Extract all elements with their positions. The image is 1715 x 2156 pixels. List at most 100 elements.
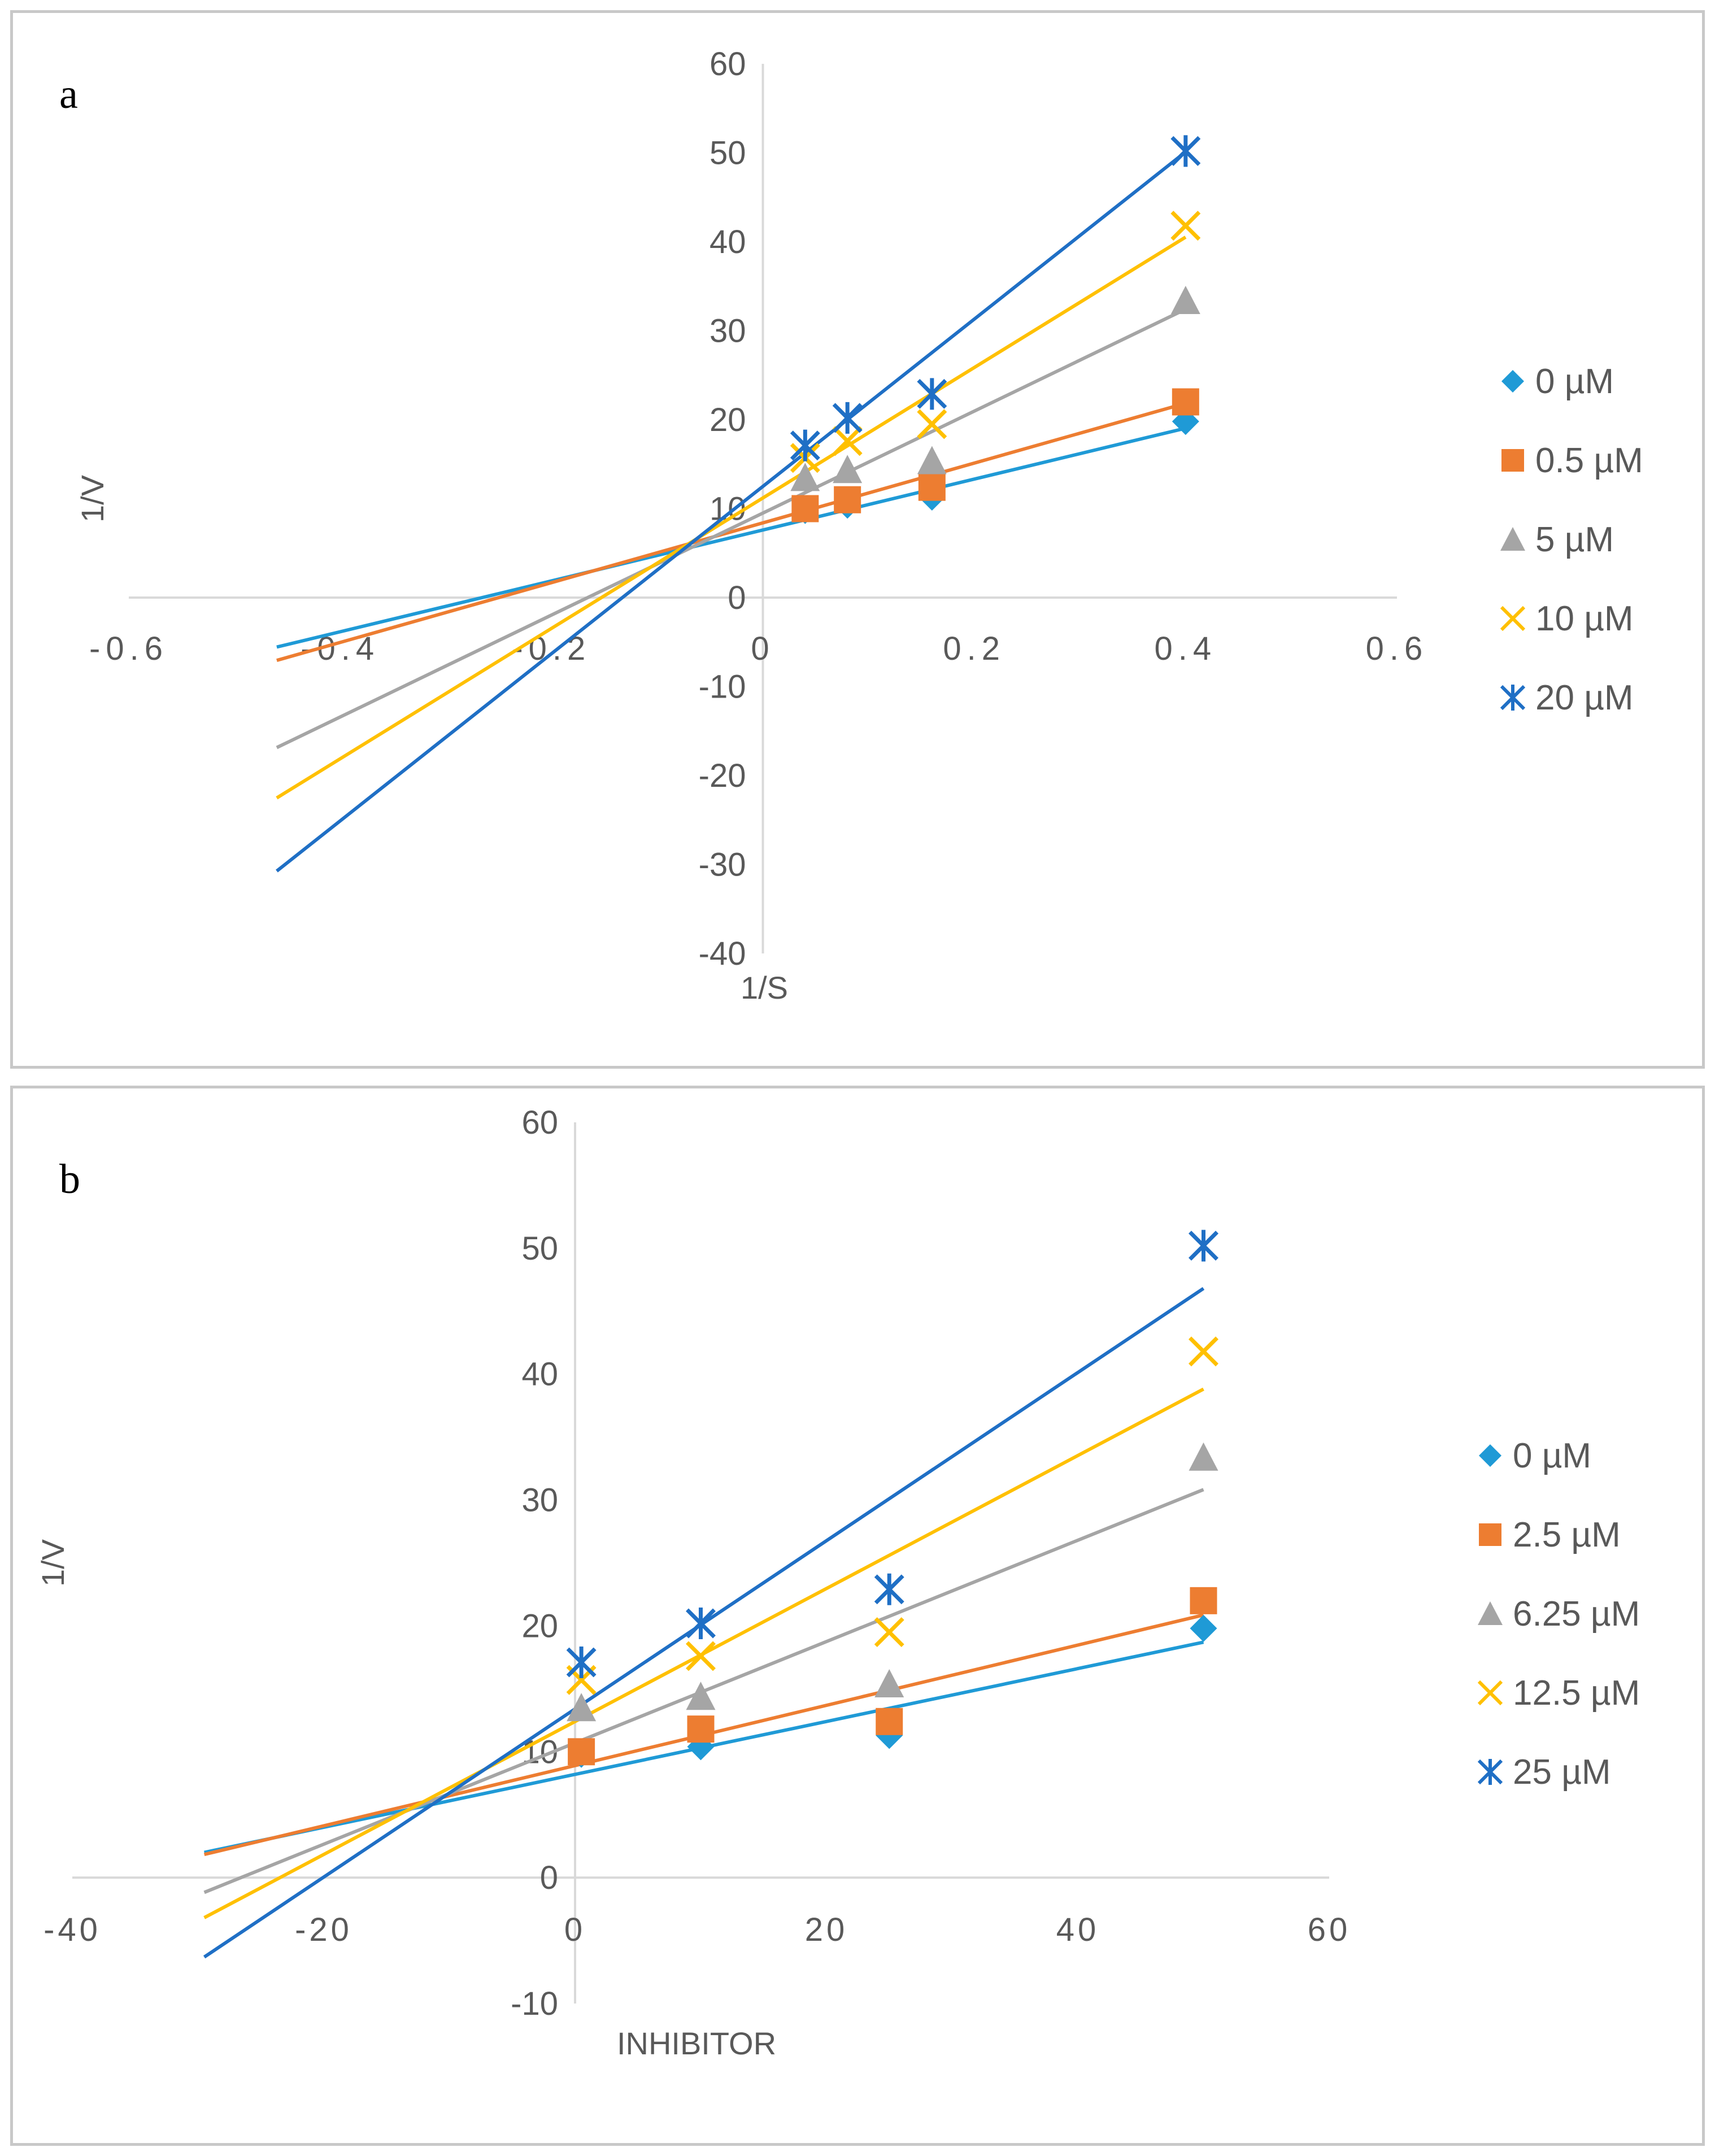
- legend-label: 25 µM: [1513, 1753, 1611, 1792]
- data-point: [874, 1573, 904, 1605]
- series-3-points: [567, 1442, 1218, 1722]
- data-point: [917, 446, 947, 474]
- legend-marker: [1501, 449, 1524, 472]
- x-tick-label: 20: [805, 1911, 848, 1948]
- data-point: [876, 1708, 903, 1735]
- trendline-series-5: [276, 150, 1187, 873]
- legend-marker: [1478, 1601, 1503, 1625]
- data-point: [686, 1607, 716, 1639]
- data-point: [1170, 211, 1201, 241]
- x-tick-label: 40: [1056, 1911, 1100, 1948]
- x-tick-label: -0.2: [512, 630, 591, 667]
- y-tick-label: 20: [709, 402, 746, 438]
- y-tick-label: 30: [521, 1482, 558, 1519]
- y-tick-label: 10: [709, 491, 746, 528]
- series-2-points: [568, 1587, 1217, 1766]
- legend-label: 6.25 µM: [1513, 1595, 1640, 1634]
- series-3-points: [790, 285, 1200, 491]
- legend: 0 µM 2.5 µM 6.25 µM 12.5 µM 25 µM: [1477, 1436, 1640, 1792]
- data-point: [917, 409, 947, 439]
- y-tick-label: 30: [709, 313, 746, 350]
- y-tick-label: -10: [511, 1985, 558, 2022]
- data-point: [1190, 1614, 1217, 1642]
- panel-a: a -40 -30 -20 -10 0 10 20 30 40 50 60 -0.6 -0.4 -0.2 0 0…: [10, 10, 1705, 1069]
- data-point: [1189, 1442, 1218, 1471]
- legend-marker: [1500, 606, 1526, 631]
- x-tick-label: 0: [564, 1911, 586, 1948]
- x-tick-label: 0.6: [1366, 630, 1429, 667]
- legend-label: 0 µM: [1513, 1436, 1591, 1475]
- data-point: [1170, 285, 1200, 314]
- panel-letter: a: [59, 71, 78, 117]
- y-tick-label: 50: [521, 1230, 558, 1267]
- y-tick-label: 40: [521, 1356, 558, 1393]
- trendline-series-3: [276, 307, 1187, 750]
- data-point: [686, 1682, 716, 1710]
- series-2-points: [791, 388, 1199, 522]
- data-point: [566, 1647, 597, 1679]
- data-point: [874, 1669, 904, 1697]
- x-tick-label: -40: [43, 1911, 101, 1948]
- data-point: [833, 455, 863, 484]
- legend-label: 5 µM: [1535, 520, 1614, 559]
- data-point: [790, 463, 820, 491]
- y-tick-label: 0: [728, 580, 746, 616]
- data-point: [1189, 1336, 1218, 1367]
- y-tick-label: 60: [521, 1104, 558, 1141]
- y-tick-label: 0: [540, 1859, 558, 1896]
- y-axis-title: 1/V: [75, 474, 110, 522]
- legend-label: 0.5 µM: [1535, 441, 1643, 480]
- series-5-points: [790, 135, 1201, 461]
- data-point: [832, 426, 863, 456]
- data-point: [917, 378, 947, 410]
- data-point: [1190, 1587, 1217, 1614]
- y-tick-label: 50: [709, 135, 746, 172]
- x-axis-title: 1/S: [741, 970, 788, 1005]
- series-4-points: [790, 211, 1201, 473]
- legend: 0 µM 0.5 µM 5 µM 10 µM 20 µM: [1500, 362, 1643, 717]
- legend-label: 2.5 µM: [1513, 1515, 1621, 1554]
- y-tick-label: 20: [521, 1608, 558, 1644]
- x-tick-label: 0: [751, 630, 774, 667]
- y-tick-label: -10: [699, 669, 746, 705]
- trendline-series-4: [276, 236, 1187, 800]
- panel-letter: b: [59, 1156, 80, 1203]
- legend-marker: [1477, 1680, 1503, 1706]
- legend-marker: [1500, 685, 1526, 711]
- legend-label: 12.5 µM: [1513, 1674, 1640, 1713]
- legend-label: 20 µM: [1535, 678, 1634, 717]
- series-4-points: [566, 1336, 1218, 1695]
- data-point: [1170, 135, 1201, 167]
- legend-label: 0 µM: [1535, 362, 1614, 401]
- y-tick-label: 40: [709, 224, 746, 260]
- y-tick-label: 60: [709, 46, 746, 82]
- x-tick-label: -20: [295, 1911, 352, 1948]
- data-point: [1189, 1230, 1218, 1262]
- data-point: [1172, 388, 1199, 416]
- legend-marker: [1479, 1523, 1501, 1546]
- legend-marker: [1479, 1444, 1501, 1467]
- x-tick-label: 60: [1308, 1911, 1351, 1948]
- data-point: [790, 429, 820, 461]
- y-axis-title: 1/V: [35, 1539, 71, 1587]
- y-tick-label: -40: [699, 935, 746, 972]
- legend-label: 10 µM: [1535, 599, 1634, 638]
- trendline-series-1: [276, 426, 1186, 649]
- data-point: [918, 473, 946, 501]
- x-tick-label: -0.6: [89, 630, 168, 667]
- y-tick-label: -20: [699, 757, 746, 794]
- data-point: [687, 1715, 715, 1743]
- data-point: [832, 402, 863, 434]
- legend-marker: [1500, 527, 1525, 551]
- legend-marker: [1501, 370, 1524, 393]
- panel-b: b -10 0 10 20 30 40 50 60 -40 -20 0 20 40 60 INHIBITOR 1…: [10, 1086, 1705, 2146]
- trendline-series-2: [276, 402, 1186, 663]
- data-point: [567, 1693, 597, 1722]
- x-axis-title: INHIBITOR: [617, 2026, 776, 2061]
- data-point: [874, 1617, 904, 1648]
- series-5-points: [566, 1230, 1218, 1679]
- x-tick-label: 0.2: [943, 630, 1006, 667]
- legend-marker: [1477, 1759, 1503, 1785]
